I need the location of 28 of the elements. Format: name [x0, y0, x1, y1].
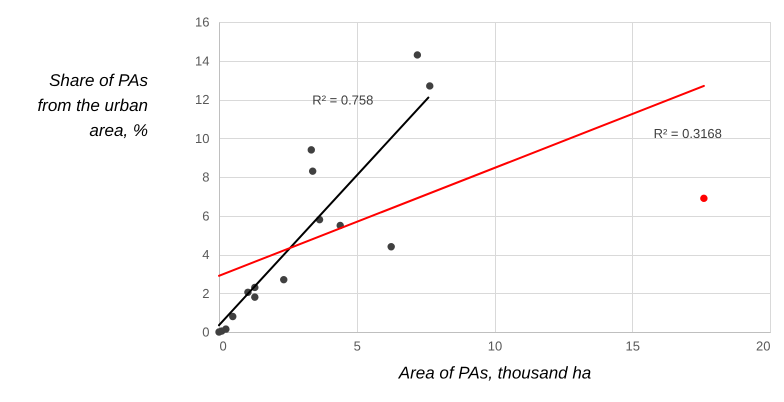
y-tick-label: 2 — [202, 286, 210, 301]
y-tick-label: 10 — [195, 130, 210, 146]
point — [387, 243, 395, 250]
y-axis-title: Share of PAs from the urban area, % — [36, 70, 148, 142]
point — [414, 51, 422, 59]
point — [308, 167, 316, 175]
x-axis-title: Area of PAs, thousand ha — [398, 364, 592, 382]
point — [229, 312, 236, 320]
annotation: R² = 0.758 — [312, 92, 374, 108]
y-tick-label: 16 — [195, 14, 210, 30]
x-tick-label: 0 — [220, 338, 227, 354]
y-tick-label: 12 — [195, 92, 210, 107]
x-tick-label: 5 — [354, 338, 361, 354]
y-tick-label: 14 — [195, 53, 210, 68]
point — [426, 82, 434, 90]
x-tick-label: 20 — [756, 338, 770, 354]
x-tick-label: 10 — [488, 338, 502, 354]
y-tick-label: 4 — [202, 247, 210, 262]
x-tick-label: 15 — [626, 338, 640, 354]
point — [280, 276, 288, 284]
point — [222, 325, 230, 333]
y-tick-label: 6 — [202, 208, 210, 224]
y-tick-label: 0 — [202, 324, 210, 340]
y-tick-label: 8 — [202, 170, 210, 184]
annotation: R² = 0.3168 — [654, 126, 722, 141]
point — [308, 146, 315, 154]
point — [700, 194, 708, 202]
point — [251, 293, 259, 301]
